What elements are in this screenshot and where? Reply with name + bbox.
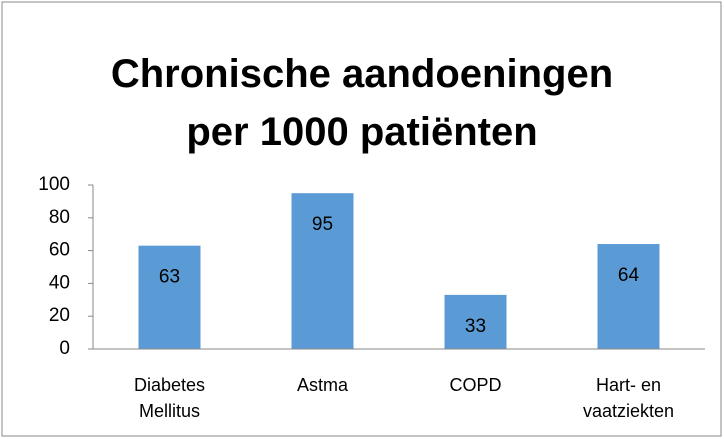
y-tick-label: 60 [49,240,70,261]
bar [444,294,507,349]
data-label: 95 [312,214,333,235]
data-label: 64 [618,265,640,286]
chart-title: Chronische aandoeningen per 1000 patiënt… [110,52,614,154]
x-tick-label: Astma [296,375,348,395]
y-tick-label: 80 [49,207,70,228]
data-label: 33 [465,316,486,337]
x-tick-label: Diabetes Mellitus [133,375,206,421]
bar [597,244,660,349]
bar [138,245,201,349]
title-box: Chronische aandoeningen per 1000 patiënt… [0,45,724,161]
bar [291,193,354,349]
data-label: 63 [159,267,180,288]
y-tick-label: 20 [49,305,70,326]
y-tick-label: 40 [49,272,70,293]
x-tick-label: Hart- en vaatziekten [582,375,675,421]
y-tick-label: 0 [59,338,70,359]
y-tick-label: 100 [38,174,70,195]
x-tick-label: COPD [449,375,502,395]
